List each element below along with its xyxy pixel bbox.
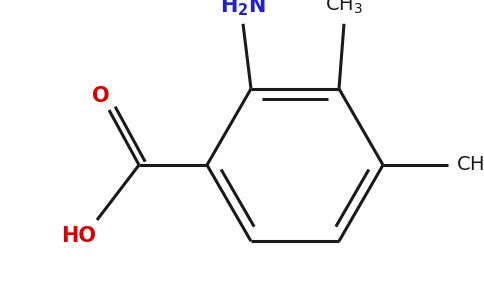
Text: O: O (92, 86, 110, 106)
Text: $\mathregular{H_2N}$: $\mathregular{H_2N}$ (220, 0, 266, 18)
Text: $\mathregular{CH_3}$: $\mathregular{CH_3}$ (456, 154, 484, 176)
Text: HO: HO (61, 226, 96, 246)
Text: $\mathregular{CH_3}$: $\mathregular{CH_3}$ (325, 0, 363, 16)
